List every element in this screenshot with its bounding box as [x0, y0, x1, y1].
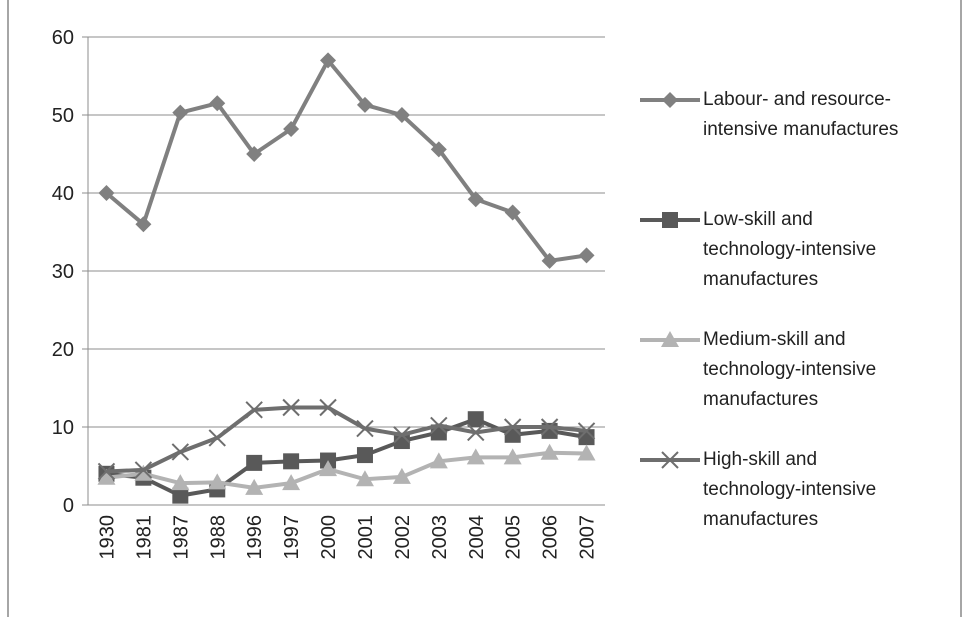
series-line — [105, 56, 587, 264]
series — [97, 443, 596, 495]
marker — [209, 95, 226, 112]
marker — [578, 247, 595, 264]
legend-label: Medium-skill and technology-intensive ma… — [703, 329, 877, 410]
y-tick-label: 20 — [52, 339, 74, 361]
marker — [662, 92, 678, 108]
marker — [540, 418, 559, 436]
marker — [171, 443, 190, 461]
marker — [393, 433, 410, 450]
y-tick-label: 0 — [63, 495, 74, 517]
marker — [97, 462, 116, 481]
y-tick-label: 30 — [52, 261, 74, 283]
marker — [98, 185, 115, 201]
marker — [356, 419, 374, 438]
marker — [540, 443, 559, 460]
marker — [577, 444, 596, 461]
marker — [661, 451, 679, 469]
marker — [135, 216, 152, 233]
marker — [172, 487, 189, 504]
series-line — [106, 450, 587, 490]
x-tick-label: 1930 — [96, 515, 118, 560]
x-tick-label: 1981 — [133, 515, 155, 560]
chart-border — [7, 0, 962, 617]
x-tick-label: 2005 — [503, 515, 525, 560]
marker — [283, 121, 300, 138]
marker — [208, 429, 226, 447]
marker — [392, 467, 411, 484]
marker — [245, 401, 263, 419]
marker — [503, 448, 522, 465]
marker — [662, 212, 678, 228]
marker — [283, 453, 300, 470]
x-tick-label: 2000 — [318, 515, 340, 560]
marker — [430, 416, 448, 435]
marker — [393, 107, 410, 123]
marker — [319, 398, 337, 417]
series — [97, 398, 596, 481]
marker — [320, 52, 337, 69]
y-tick-label: 60 — [52, 27, 74, 49]
series — [98, 52, 595, 269]
marker — [134, 461, 153, 479]
marker — [282, 474, 301, 491]
marker — [467, 191, 484, 208]
marker — [355, 470, 374, 487]
marker — [246, 454, 263, 471]
x-tick-label: 2006 — [540, 515, 562, 560]
marker — [504, 204, 521, 221]
series-line — [106, 405, 587, 474]
legend-label: Low-skill and technology-intensive manuf… — [703, 209, 877, 290]
marker — [171, 474, 190, 491]
marker — [172, 104, 189, 121]
x-tick-label: 2001 — [355, 515, 377, 560]
y-tick-label: 50 — [52, 105, 74, 127]
marker — [356, 447, 373, 464]
y-tick-label: 10 — [52, 417, 74, 439]
marker — [245, 478, 264, 495]
marker — [393, 426, 411, 444]
marker — [319, 460, 338, 477]
marker — [466, 448, 485, 465]
y-tick-label: 40 — [52, 183, 74, 205]
marker — [503, 418, 522, 436]
marker — [97, 468, 116, 485]
marker — [246, 146, 263, 162]
x-tick-label: 2007 — [577, 515, 599, 560]
marker — [430, 141, 447, 158]
marker — [356, 96, 373, 113]
x-tick-label: 1987 — [170, 515, 192, 560]
marker — [467, 423, 485, 442]
marker — [578, 429, 595, 446]
marker — [577, 422, 596, 440]
marker — [134, 464, 153, 481]
marker — [282, 398, 300, 417]
x-tick-label: 2002 — [392, 515, 414, 560]
x-tick-label: 2004 — [466, 515, 488, 560]
x-tick-label: 2003 — [429, 515, 451, 560]
marker — [208, 473, 227, 490]
x-tick-label: 1997 — [281, 515, 303, 560]
marker — [429, 452, 448, 469]
marker — [541, 252, 558, 269]
marker — [467, 411, 484, 428]
legend-label: Labour- and resource-intensive manufactu… — [703, 89, 899, 140]
legend-label: High-skill and technology-intensive manu… — [703, 449, 877, 530]
x-tick-label: 1988 — [207, 515, 229, 560]
marker — [661, 331, 679, 347]
x-tick-label: 1996 — [244, 515, 266, 560]
